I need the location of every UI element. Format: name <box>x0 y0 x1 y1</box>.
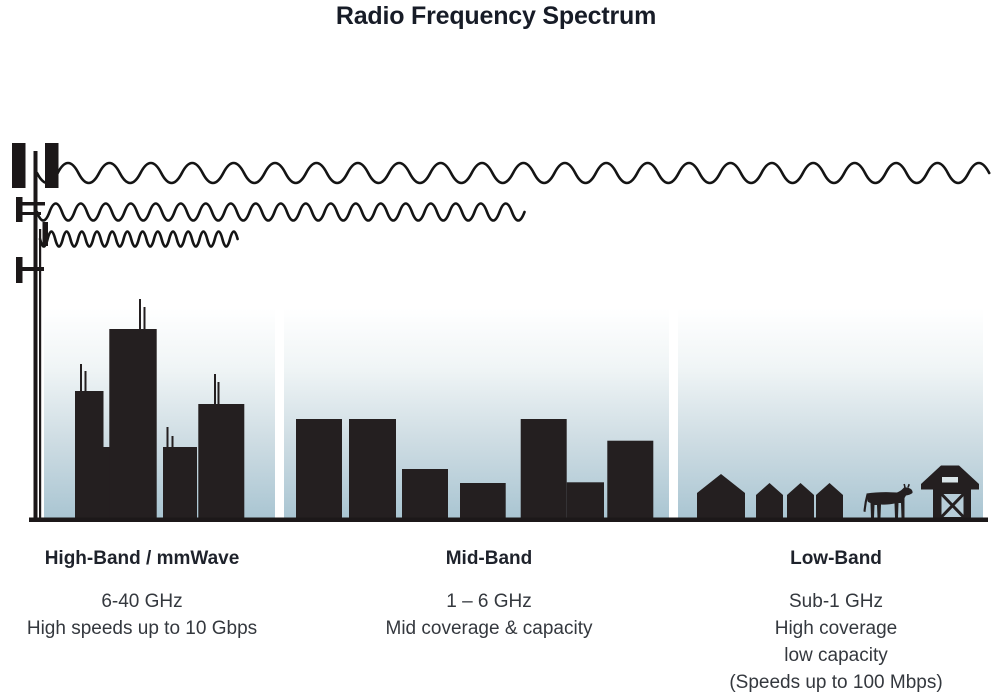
radio-waves <box>35 161 991 248</box>
long-wavelength-wave <box>35 161 991 185</box>
barn-loft-vent <box>942 477 958 483</box>
low-band-capacity: low capacity <box>784 645 888 666</box>
mid-band-label: Mid-Band 1 – 6 GHz Mid coverage & capaci… <box>386 546 593 642</box>
ground-line <box>29 517 988 522</box>
short-wavelength-wave <box>38 230 239 248</box>
high-band-frequency: 6-40 GHz <box>101 591 183 612</box>
low-band-frequency: Sub-1 GHz <box>789 591 883 612</box>
low-band-title: Low-Band <box>790 548 882 569</box>
house-icon <box>756 483 783 519</box>
low-band-coverage: High coverage <box>774 618 898 639</box>
barn-icon <box>921 465 979 520</box>
page-title: Radio Frequency Spectrum <box>335 2 657 30</box>
low-band-label: Low-Band Sub-1 GHz High coverage low cap… <box>729 546 942 696</box>
high-band-description: High speeds up to 10 Gbps <box>26 618 258 639</box>
mid-band-title: Mid-Band <box>445 548 533 569</box>
cell-tower-icon <box>12 143 59 519</box>
rooftop-antennas <box>80 299 220 447</box>
cow-icon <box>863 483 913 518</box>
high-band-title: High-Band / mmWave <box>44 548 240 569</box>
barn-crossbuck-door <box>938 491 967 520</box>
rural-scene <box>697 465 979 520</box>
skyscraper-skyline <box>75 299 245 519</box>
low-band-speed-note: (Speeds up to 100 Mbps) <box>729 672 943 693</box>
medium-wavelength-wave <box>35 202 526 222</box>
house-icon <box>697 474 745 519</box>
high-band-label: High-Band / mmWave 6-40 GHz High speeds … <box>27 546 257 642</box>
rf-spectrum-illustration <box>12 143 991 522</box>
mid-band-frequency: 1 – 6 GHz <box>446 591 532 612</box>
house-icon <box>787 483 814 519</box>
mid-band-description: Mid coverage & capacity <box>385 618 593 639</box>
house-icon <box>816 483 843 519</box>
midrise-skyline <box>296 419 654 519</box>
